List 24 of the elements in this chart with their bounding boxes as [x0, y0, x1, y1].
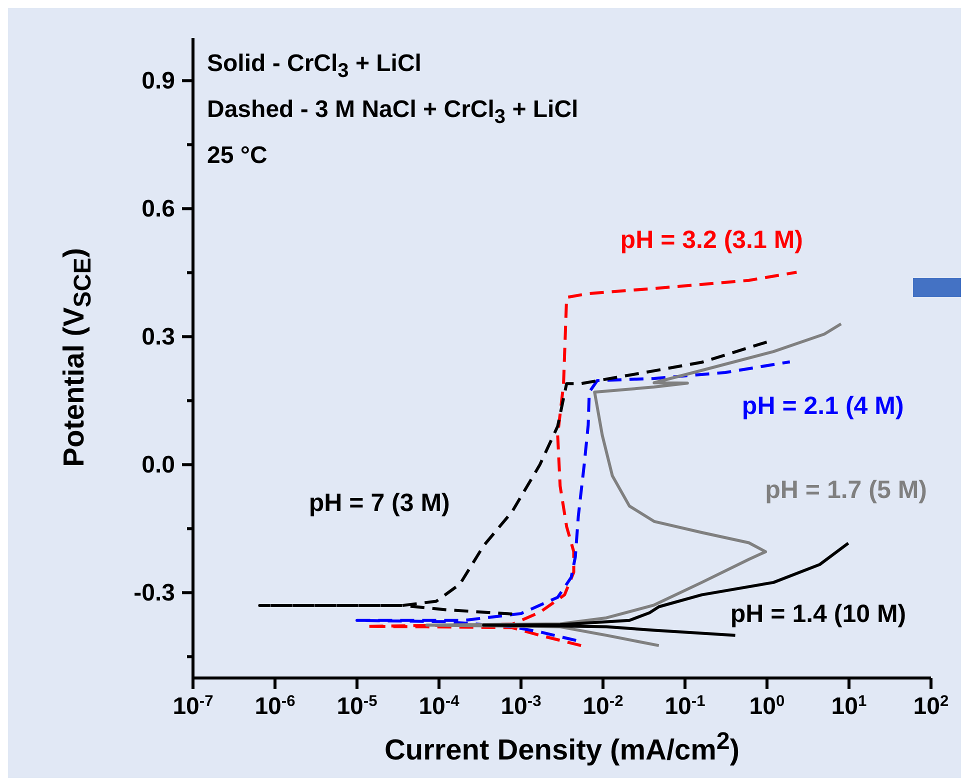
x-tick-label: 10$^{-2}$	[582, 692, 624, 720]
series-label: pH = 3.2 (3.1 M)	[620, 226, 804, 254]
x-tick-label: 10$^{0}$	[749, 692, 786, 720]
y-tick-label: 0.9	[142, 68, 175, 95]
x-axis-title: Current Density (mA/cm$^{2}$)	[383, 728, 741, 768]
annotation: 25 °C	[207, 142, 268, 170]
x-tick-label: 10$^{-3}$	[500, 692, 542, 720]
x-tick-label: 10$^{-5}$	[336, 692, 378, 720]
x-tick-label: 10$^{-1}$	[664, 692, 706, 720]
series-label: pH = 7 (3 M)	[308, 488, 450, 517]
x-tick-label: 10$^{1}$	[831, 692, 868, 720]
y-tick-label: 0.6	[142, 196, 175, 223]
annotation: Dashed - 3 M NaCl + CrCl$_{3}$ + LiCl	[207, 96, 578, 129]
y-tick-label: 0.3	[142, 324, 175, 351]
y-tick-label: 0.0	[142, 452, 175, 479]
series-label: pH = 1.4 (10 M)	[730, 600, 906, 628]
x-tick-label: 10$^{-6}$	[254, 692, 296, 720]
x-tick-label: 10$^{2}$	[913, 692, 950, 720]
series-label: pH = 1.7 (5 M)	[765, 476, 927, 504]
x-tick-label: 10$^{-7}$	[172, 692, 214, 720]
series-label: pH = 2.1 (4 M)	[742, 392, 904, 420]
x-tick-label: 10$^{-4}$	[418, 692, 460, 720]
y-tick-label: -0.3	[134, 580, 175, 607]
annotation: Solid - CrCl$_{3}$ + LiCl	[207, 50, 422, 83]
